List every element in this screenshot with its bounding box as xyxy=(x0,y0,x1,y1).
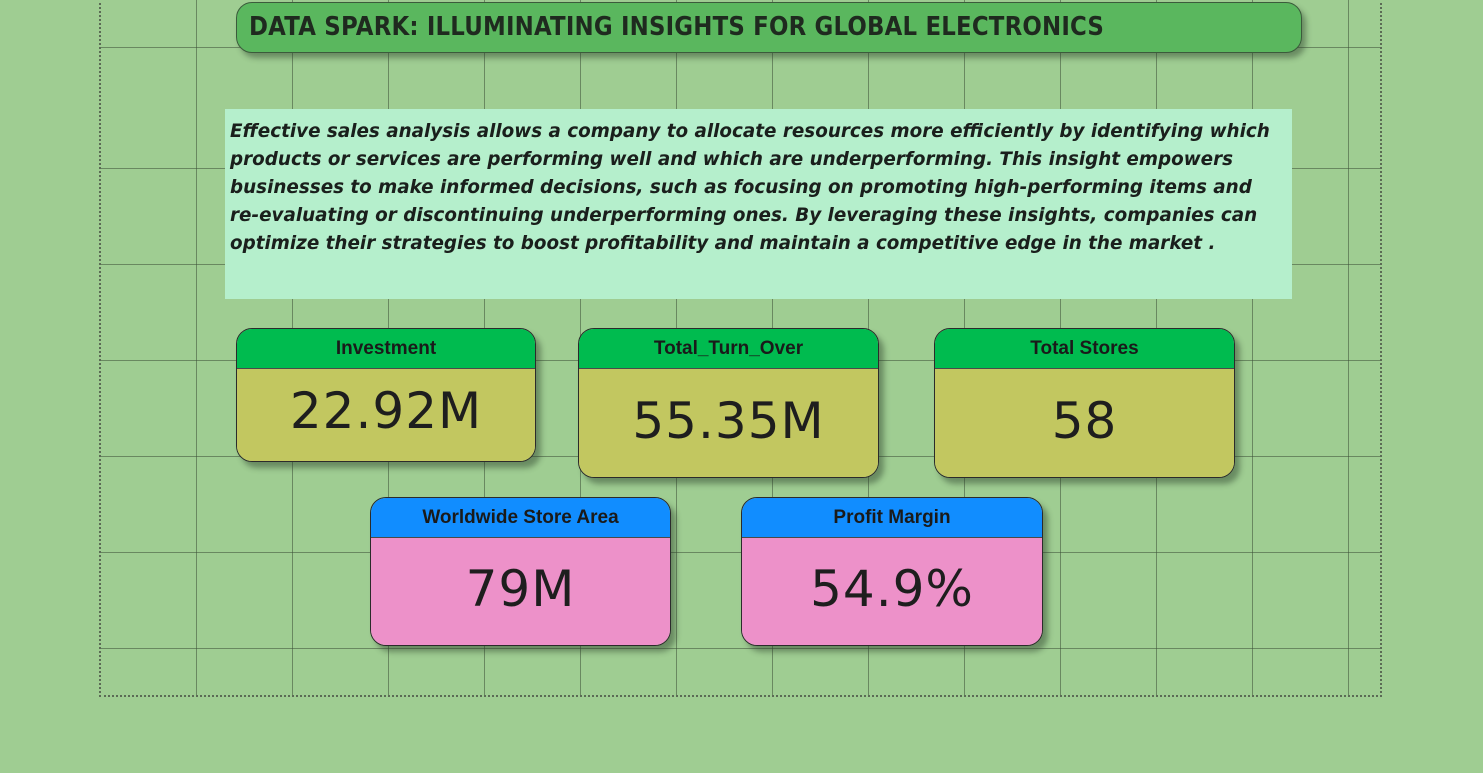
kpi-card-total-turn-over[interactable]: Total_Turn_Over 55.35M xyxy=(578,328,879,478)
kpi-card-worldwide-store-area[interactable]: Worldwide Store Area 79M xyxy=(370,497,671,646)
kpi-card-total-stores[interactable]: Total Stores 58 xyxy=(934,328,1235,478)
kpi-card-profit-margin[interactable]: Profit Margin 54.9% xyxy=(741,497,1043,646)
kpi-label: Investment xyxy=(237,329,535,369)
description-text: Effective sales analysis allows a compan… xyxy=(230,120,1270,254)
kpi-value: 79M xyxy=(371,538,670,645)
kpi-label: Total_Turn_Over xyxy=(579,329,878,369)
kpi-label: Profit Margin xyxy=(742,498,1042,538)
kpi-label: Worldwide Store Area xyxy=(371,498,670,538)
report-title-banner: DATA SPARK: ILLUMINATING INSIGHTS FOR GL… xyxy=(236,2,1302,53)
kpi-value: 22.92M xyxy=(237,369,535,461)
kpi-value: 55.35M xyxy=(579,369,878,477)
description-textbox: Effective sales analysis allows a compan… xyxy=(225,109,1292,299)
kpi-card-investment[interactable]: Investment 22.92M xyxy=(236,328,536,462)
report-title: DATA SPARK: ILLUMINATING INSIGHTS FOR GL… xyxy=(249,12,1105,42)
kpi-value: 58 xyxy=(935,369,1234,477)
kpi-value: 54.9% xyxy=(742,538,1042,645)
kpi-label: Total Stores xyxy=(935,329,1234,369)
